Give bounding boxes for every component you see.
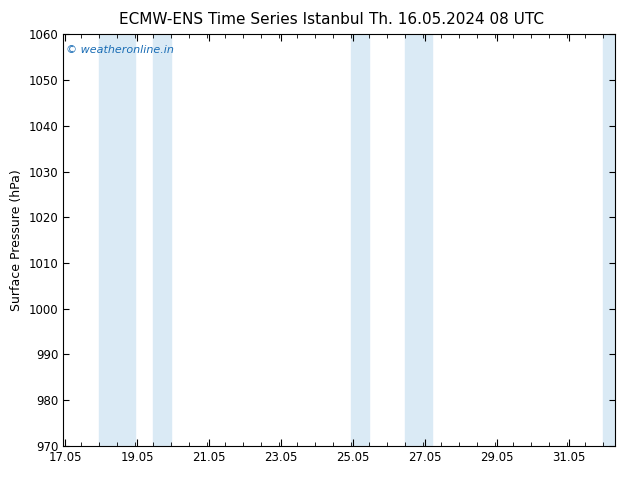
Text: © weatheronline.in: © weatheronline.in (66, 45, 174, 54)
Bar (100, 34, 136, 446)
Bar (405, 34, 432, 446)
Bar (153, 34, 171, 446)
Bar (603, 34, 615, 446)
Y-axis label: Surface Pressure (hPa): Surface Pressure (hPa) (10, 169, 23, 311)
Text: Th. 16.05.2024 08 UTC: Th. 16.05.2024 08 UTC (369, 12, 544, 27)
Bar (351, 34, 369, 446)
Text: ECMW-ENS Time Series Istanbul: ECMW-ENS Time Series Istanbul (119, 12, 363, 27)
